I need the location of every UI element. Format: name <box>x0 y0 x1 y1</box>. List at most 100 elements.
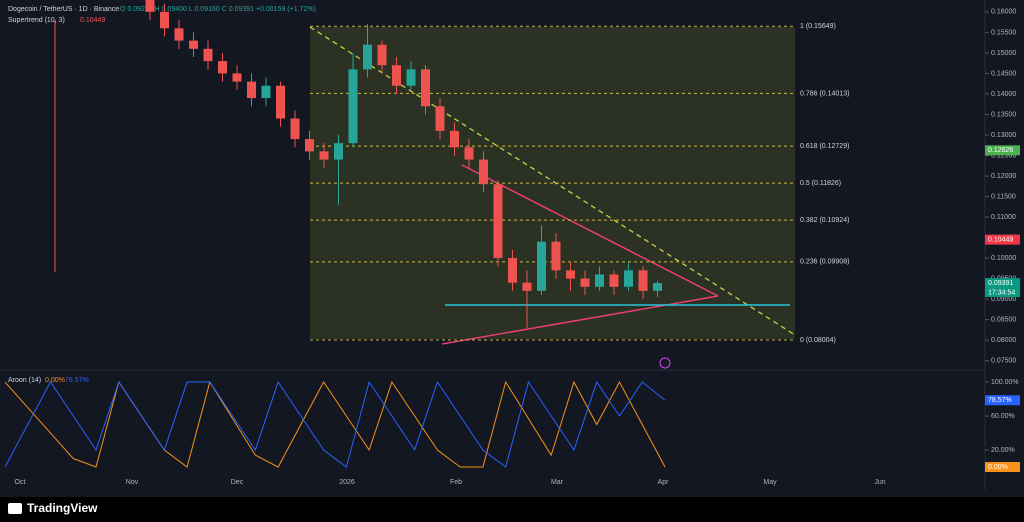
x-tick-label: Apr <box>658 479 670 486</box>
trend-line <box>309 26 796 336</box>
candle-body <box>218 61 227 74</box>
y-tick-label: 0.10000 <box>991 255 1016 262</box>
candle-body <box>537 241 546 291</box>
price-tag <box>985 278 1020 289</box>
price-tag-label: 0.10449 <box>988 236 1013 243</box>
symbol: Dogecoin / TetherUS · 1D · Binance <box>8 6 119 13</box>
indicator-value: 0.10449 <box>80 17 105 24</box>
y-tick-label: 0.07500 <box>991 357 1016 364</box>
candle-body <box>377 44 387 66</box>
triangle-upper <box>461 164 719 297</box>
aroon-line <box>4 380 666 468</box>
x-tick-label: Mar <box>551 479 564 486</box>
candle-body <box>290 118 300 140</box>
candle-body <box>493 184 503 259</box>
fib-label: 0.236 (0.09908) <box>800 259 849 266</box>
y-tick-label: 0.15000 <box>991 50 1016 57</box>
ohlc: O 0.09232 H 0.09400 L 0.09160 C 0.09391 … <box>120 6 316 13</box>
fib-label: 0.786 (0.14013) <box>800 90 849 97</box>
brand: TradingView <box>27 501 98 515</box>
fib-label: 0.5 (0.11826) <box>800 180 841 187</box>
value-tag-label: 0.00% <box>988 464 1008 471</box>
countdown-bg <box>985 288 1020 298</box>
y-tick-label: 0.13000 <box>991 132 1016 139</box>
fib-label: 0.382 (0.10924) <box>800 217 849 224</box>
y-tick-label: 0.14500 <box>991 70 1016 77</box>
aroon-title: Aroon (14) <box>8 377 41 384</box>
candle-body <box>464 147 474 160</box>
y-tick-label: 0.08000 <box>991 337 1016 344</box>
aroon-up-value: 0.00% <box>45 377 65 384</box>
candle-body <box>421 69 430 107</box>
aroon-down-value: 78.57% <box>65 377 89 384</box>
candle-body <box>624 270 633 287</box>
candle-body <box>609 274 619 287</box>
candle-body <box>522 282 532 291</box>
y-tick-label: 0.12000 <box>991 173 1016 180</box>
x-tick-label: Oct <box>15 479 26 486</box>
y-tick-label: 0.14000 <box>991 91 1016 98</box>
candle-body <box>145 0 155 12</box>
x-tick-label: May <box>763 479 777 486</box>
triangle-lower <box>441 295 719 345</box>
price-tag <box>985 234 1020 245</box>
candle-body <box>276 85 285 119</box>
indicator: Supertrend (10, 3) <box>8 17 65 24</box>
aroon-line <box>4 380 666 468</box>
fib-label: 0.618 (0.12729) <box>800 143 849 150</box>
candle-body <box>479 159 488 185</box>
candle-body <box>551 241 561 271</box>
y-tick-label: 0.11500 <box>991 193 1016 200</box>
candle-body <box>189 40 198 49</box>
y-tick-label: 100.00% <box>991 379 1019 386</box>
candle-body <box>363 44 372 70</box>
x-tick-label: Jun <box>874 479 885 486</box>
candle-body <box>247 81 256 99</box>
candle-body <box>232 73 242 82</box>
y-tick-label: 0.13500 <box>991 111 1016 118</box>
fib-label: 1 (0.15649) <box>800 23 836 30</box>
candle-body <box>595 274 604 287</box>
x-tick-label: Nov <box>126 479 139 486</box>
y-tick-label: 0.15500 <box>991 29 1016 36</box>
x-tick-label: 2026 <box>339 479 355 486</box>
candle-body <box>334 143 343 160</box>
candle-body <box>406 69 416 86</box>
background <box>0 0 1024 497</box>
candle-body <box>392 65 401 86</box>
footer <box>0 497 1024 522</box>
fib-label: 0 (0.08004) <box>800 337 836 344</box>
x-tick-label: Dec <box>231 479 244 486</box>
candle-body <box>450 130 459 148</box>
candle-body <box>348 69 358 144</box>
y-tick-label: 20.00% <box>991 447 1015 454</box>
value-tag <box>985 462 1020 473</box>
price-tag-label: 0.09391 <box>988 280 1013 287</box>
price-tag <box>985 145 1020 156</box>
candle-body <box>305 139 314 152</box>
candle-body <box>174 28 184 41</box>
price-tag-label: 0.12626 <box>988 147 1013 154</box>
candle-body <box>203 48 213 62</box>
candle-body <box>653 283 662 291</box>
candle-body <box>261 85 271 99</box>
y-tick-label: 0.11000 <box>991 214 1016 221</box>
candle-body <box>580 278 590 287</box>
y-tick-label: 0.09000 <box>991 296 1016 303</box>
candle-body <box>566 270 575 279</box>
value-tag-label: 78.57% <box>988 397 1012 404</box>
candle-body <box>638 270 648 291</box>
candle-body <box>319 151 329 160</box>
logo <box>8 503 22 514</box>
y-tick-label: 0.16000 <box>991 9 1016 16</box>
candle-body <box>160 11 169 29</box>
candle-body <box>435 106 445 131</box>
y-tick-label: 0.12500 <box>991 152 1016 159</box>
y-tick-label: 60.00% <box>991 413 1015 420</box>
alert-icon[interactable] <box>659 357 671 369</box>
x-tick-label: Feb <box>450 479 462 486</box>
candle-body <box>508 258 517 283</box>
y-tick-label: 0.08500 <box>991 316 1016 323</box>
